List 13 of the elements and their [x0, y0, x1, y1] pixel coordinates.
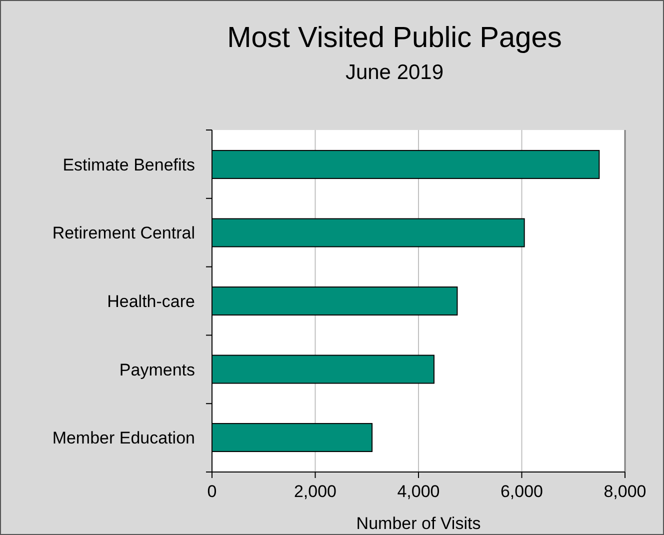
x-tick-label: 4,000	[397, 482, 440, 501]
y-tick-label: Estimate Benefits	[62, 155, 195, 174]
y-tick-label: Retirement Central	[52, 224, 195, 243]
y-tick-label: Health-care	[107, 292, 195, 311]
x-tick-label: 6,000	[500, 482, 544, 501]
x-axis-title: Number of Visits	[356, 514, 481, 533]
chart-title: Most Visited Public Pages	[227, 22, 562, 54]
x-tick-label: 8,000	[604, 482, 646, 501]
y-tick-label: Member Education	[52, 428, 195, 448]
x-tick-label: 0	[207, 482, 217, 501]
chart-subtitle: June 2019	[345, 61, 444, 84]
y-tick-label: Payments	[119, 360, 195, 380]
x-tick-label: 2,000	[294, 482, 337, 501]
